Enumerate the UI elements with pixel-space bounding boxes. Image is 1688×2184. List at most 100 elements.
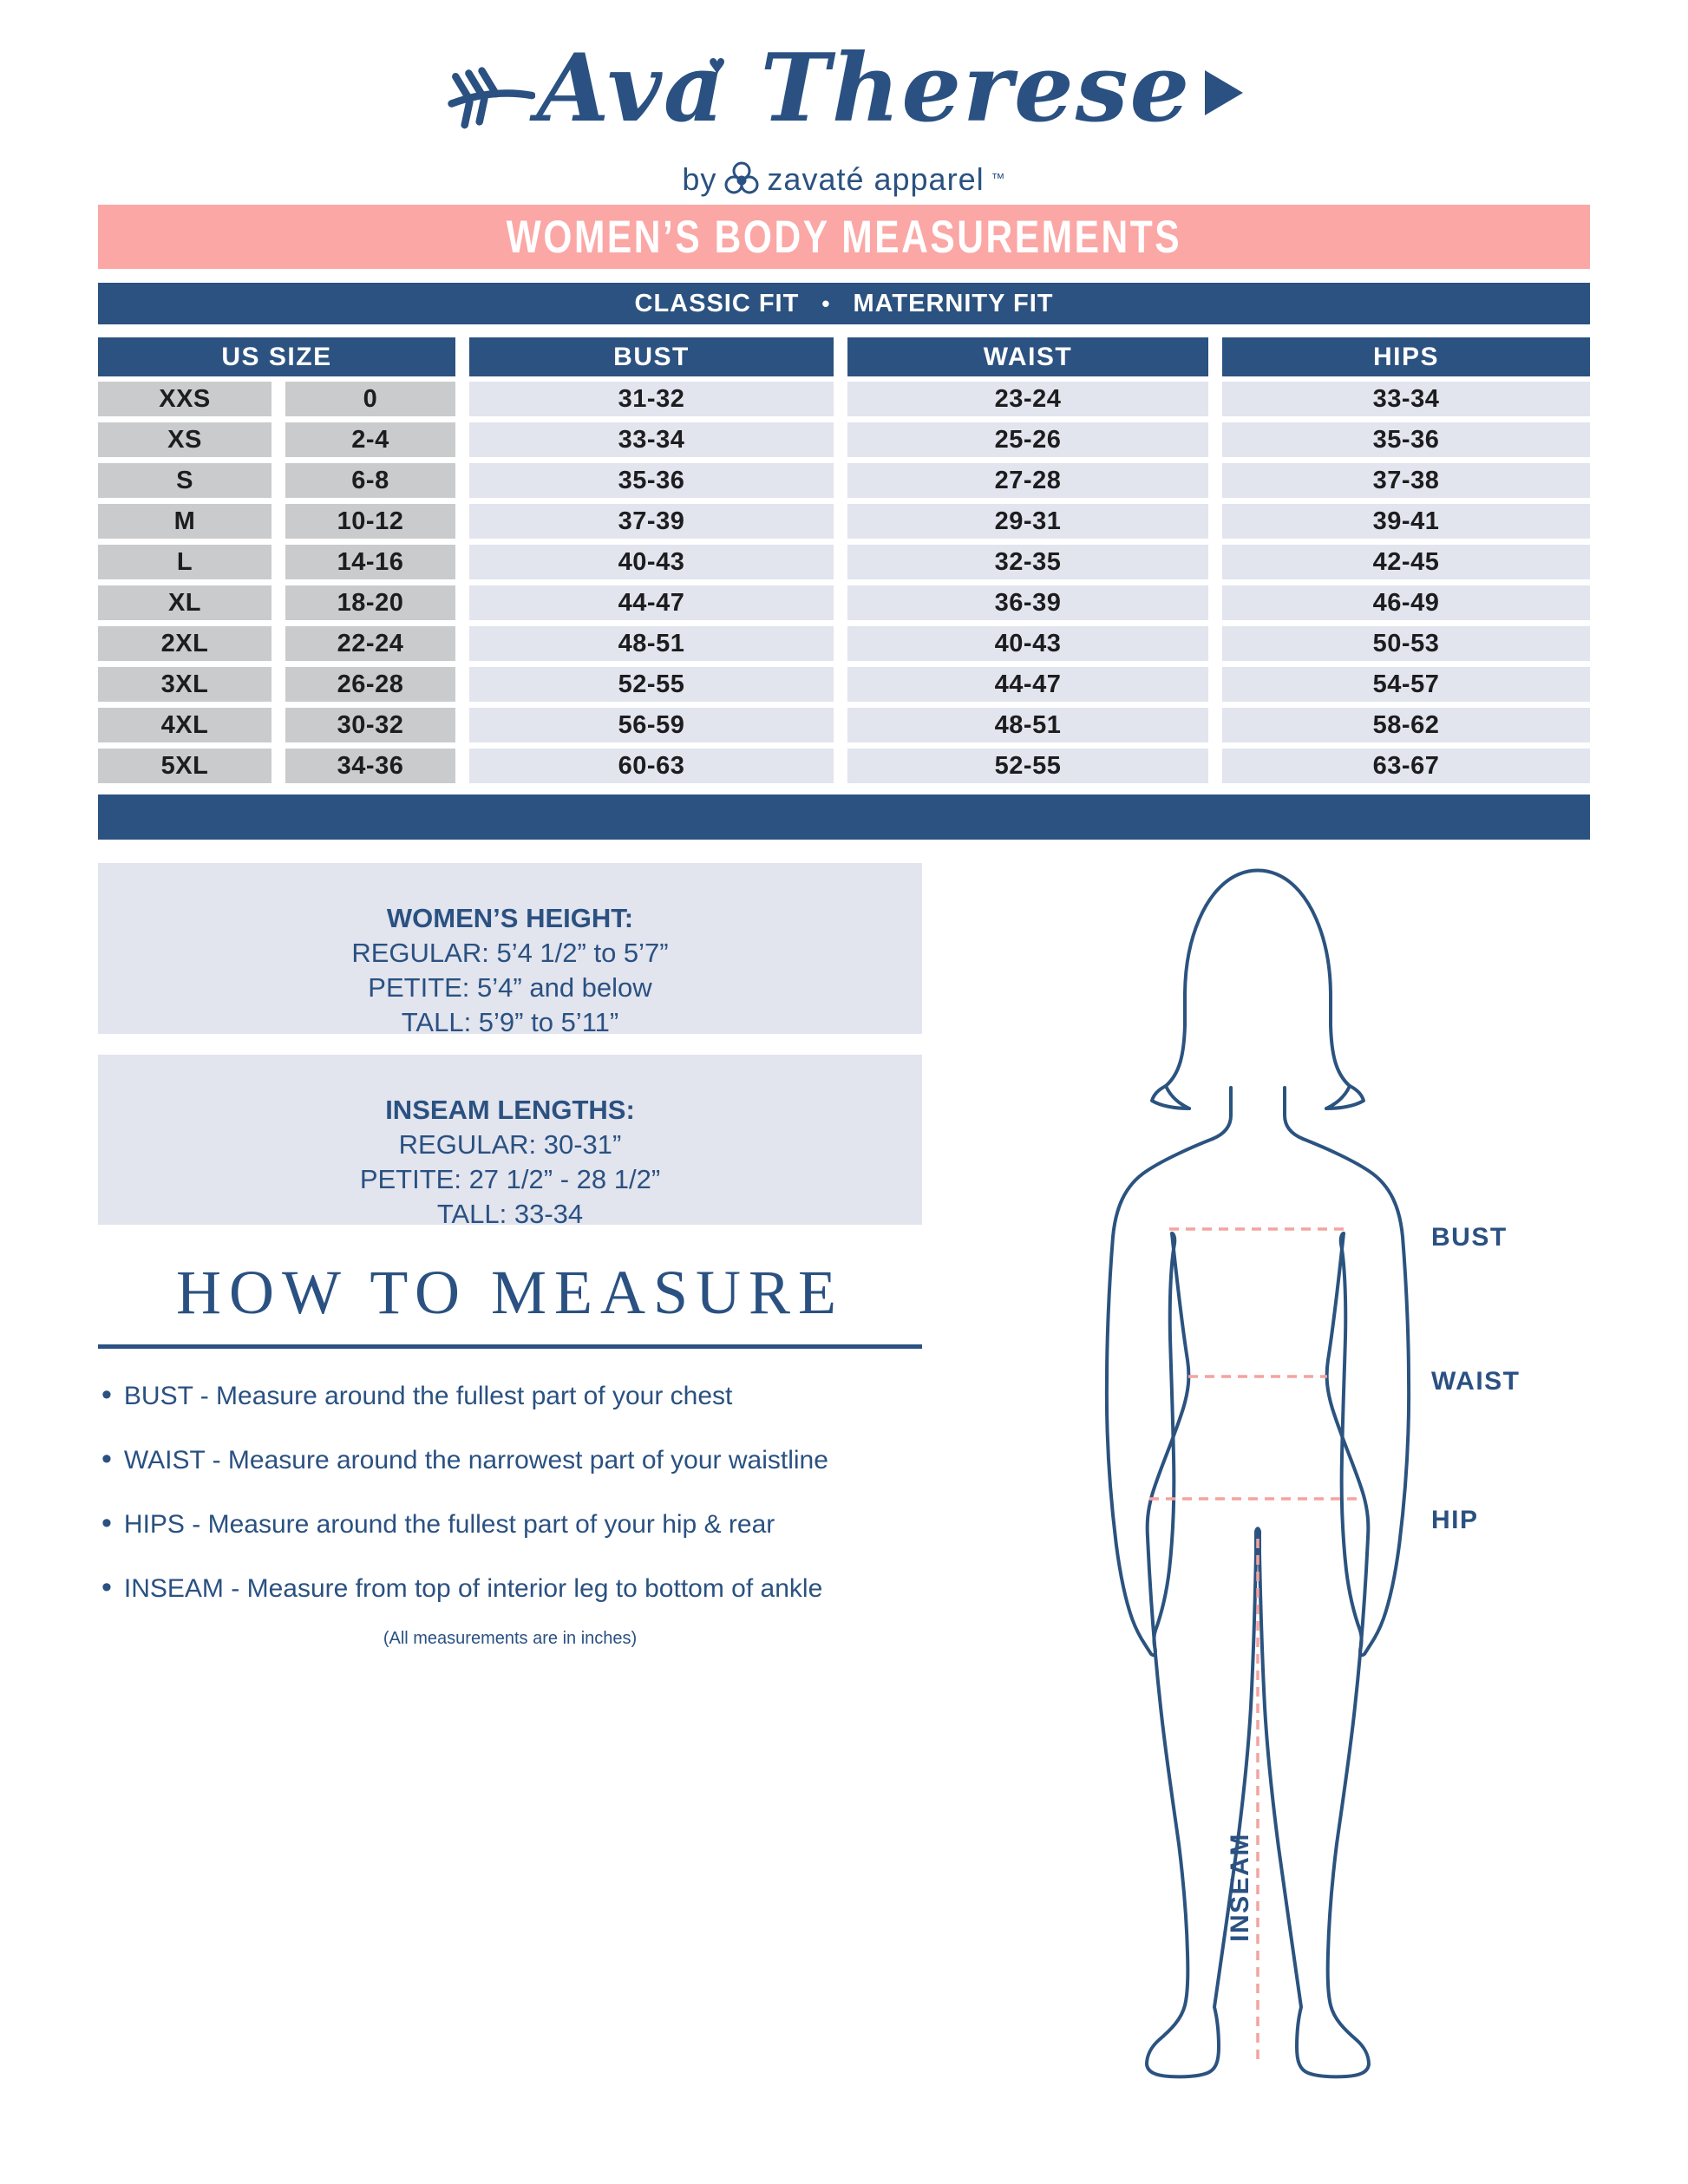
table-row: S 6-8 35-36 27-28 37-38 (98, 463, 1590, 498)
inseam-lengths-box: INSEAM LENGTHS: REGULAR: 30-31” PETITE: … (98, 1055, 922, 1229)
bullet-marker: • (101, 1442, 112, 1475)
figure-bust-label: BUST (1431, 1223, 1508, 1252)
us-size-cell: 26-28 (285, 667, 455, 702)
header-bust: BUST (469, 337, 834, 376)
figure-inseam-label: INSEAM (1226, 1833, 1254, 1942)
waist-cell: 29-31 (847, 504, 1208, 539)
waist-cell: 32-35 (847, 545, 1208, 579)
size-label-cell: 2XL (98, 626, 272, 661)
arrow-fletching-icon (448, 67, 535, 129)
hips-instruction: HIPS - Measure around the fullest part o… (123, 1510, 775, 1539)
list-item: • WAIST - Measure around the narrowest p… (101, 1442, 952, 1475)
list-item: • INSEAM - Measure from top of interior … (101, 1573, 952, 1604)
logo-script-row: Ava Therese ♥ (445, 19, 1244, 158)
how-to-measure-title: HOW TO MEASURE (175, 1258, 845, 1327)
us-size-cell: 34-36 (285, 749, 455, 783)
waist-cell: 36-39 (847, 585, 1208, 620)
hips-cell: 42-45 (1222, 545, 1590, 579)
brand-logo: Ava Therese ♥ by zavaté apparel ™ (0, 19, 1688, 199)
bust-cell: 35-36 (469, 463, 834, 498)
hips-cell: 33-34 (1222, 382, 1590, 416)
tagline-by: by (682, 161, 717, 197)
us-size-cell: 30-32 (285, 708, 455, 742)
measurements-table: US SIZE BUST WAIST HIPS XXS 0 31-32 23-2… (98, 337, 1590, 783)
us-size-cell: 6-8 (285, 463, 455, 498)
figure-head-hair (1164, 868, 1351, 1110)
size-label-cell: M (98, 504, 272, 539)
womens-height-box: WOMEN’S HEIGHT: REGULAR: 5’4 1/2” to 5’7… (98, 863, 922, 1037)
bullet-marker: • (101, 1571, 112, 1604)
hips-cell: 39-41 (1222, 504, 1590, 539)
header-us-size: US SIZE (98, 337, 455, 376)
tagline-brand: zavaté apparel (767, 161, 985, 197)
inseam-petite: PETITE: 27 1/2” - 28 1/2” (359, 1164, 661, 1194)
us-size-cell: 14-16 (285, 545, 455, 579)
header-waist: WAIST (847, 337, 1208, 376)
size-label-cell: S (98, 463, 272, 498)
height-tall: TALL: 5’9” to 5’11” (401, 1007, 619, 1037)
hips-cell: 50-53 (1222, 626, 1590, 661)
hips-cell: 63-67 (1222, 749, 1590, 783)
bust-instruction: BUST - Measure around the fullest part o… (123, 1382, 733, 1410)
table-row: 2XL 22-24 48-51 40-43 50-53 (98, 626, 1590, 661)
waist-cell: 25-26 (847, 422, 1208, 457)
size-label-cell: 4XL (98, 708, 272, 742)
fit-classic-label: CLASSIC FIT (634, 289, 800, 317)
size-label-cell: L (98, 545, 272, 579)
measure-instructions-list: • BUST - Measure around the fullest part… (101, 1380, 952, 1638)
figure-hip-label: HIP (1431, 1506, 1479, 1534)
bust-cell: 60-63 (469, 749, 834, 783)
hips-cell: 37-38 (1222, 463, 1590, 498)
size-label-cell: XXS (98, 382, 272, 416)
table-row: XS 2-4 33-34 25-26 35-36 (98, 422, 1590, 457)
size-label-cell: XL (98, 585, 272, 620)
inseam-tall: TALL: 33-34 (436, 1199, 584, 1229)
table-row: XL 18-20 44-47 36-39 46-49 (98, 585, 1590, 620)
bust-cell: 48-51 (469, 626, 834, 661)
table-row: 3XL 26-28 52-55 44-47 54-57 (98, 667, 1590, 702)
hips-cell: 58-62 (1222, 708, 1590, 742)
bust-cell: 33-34 (469, 422, 834, 457)
title-banner: WOMEN’S BODY MEASUREMENTS (98, 205, 1590, 269)
size-label-cell: 5XL (98, 749, 272, 783)
bust-cell: 31-32 (469, 382, 834, 416)
table-footer-bar (98, 794, 1590, 840)
us-size-cell: 22-24 (285, 626, 455, 661)
us-size-cell: 2-4 (285, 422, 455, 457)
us-size-cell: 10-12 (285, 504, 455, 539)
waist-cell: 23-24 (847, 382, 1208, 416)
waist-cell: 44-47 (847, 667, 1208, 702)
bust-cell: 40-43 (469, 545, 834, 579)
us-size-cell: 18-20 (285, 585, 455, 620)
height-petite: PETITE: 5’4” and below (368, 972, 652, 1003)
waist-cell: 48-51 (847, 708, 1208, 742)
table-row: M 10-12 37-39 29-31 39-41 (98, 504, 1590, 539)
table-row: 5XL 34-36 60-63 52-55 63-67 (98, 749, 1590, 783)
bust-cell: 37-39 (469, 504, 834, 539)
list-item: • BUST - Measure around the fullest part… (101, 1380, 952, 1411)
table-row: 4XL 30-32 56-59 48-51 58-62 (98, 708, 1590, 742)
fit-separator-dot: • (821, 290, 831, 317)
us-size-cell: 0 (285, 382, 455, 416)
list-item: • HIPS - Measure around the fullest part… (101, 1508, 952, 1540)
arrowhead-icon (1205, 70, 1244, 115)
fit-maternity-label: MATERNITY FIT (853, 289, 1054, 317)
figure-waist-label: WAIST (1431, 1367, 1521, 1396)
hips-cell: 35-36 (1222, 422, 1590, 457)
size-label-cell: 3XL (98, 667, 272, 702)
table-row: XXS 0 31-32 23-24 33-34 (98, 382, 1590, 416)
inseam-regular: REGULAR: 30-31” (398, 1129, 622, 1160)
table-row: L 14-16 40-43 32-35 42-45 (98, 545, 1590, 579)
hips-cell: 54-57 (1222, 667, 1590, 702)
logo-tagline: by zavaté apparel ™ (0, 160, 1688, 199)
height-regular: REGULAR: 5’4 1/2” to 5’7” (351, 938, 669, 968)
hips-cell: 46-49 (1222, 585, 1590, 620)
trademark-mark: ™ (991, 172, 1006, 186)
waist-cell: 52-55 (847, 749, 1208, 783)
size-label-cell: XS (98, 422, 272, 457)
bust-cell: 56-59 (469, 708, 834, 742)
height-box-title: WOMEN’S HEIGHT: (386, 903, 634, 933)
waist-cell: 27-28 (847, 463, 1208, 498)
page-title: WOMEN’S BODY MEASUREMENTS (506, 211, 1182, 263)
